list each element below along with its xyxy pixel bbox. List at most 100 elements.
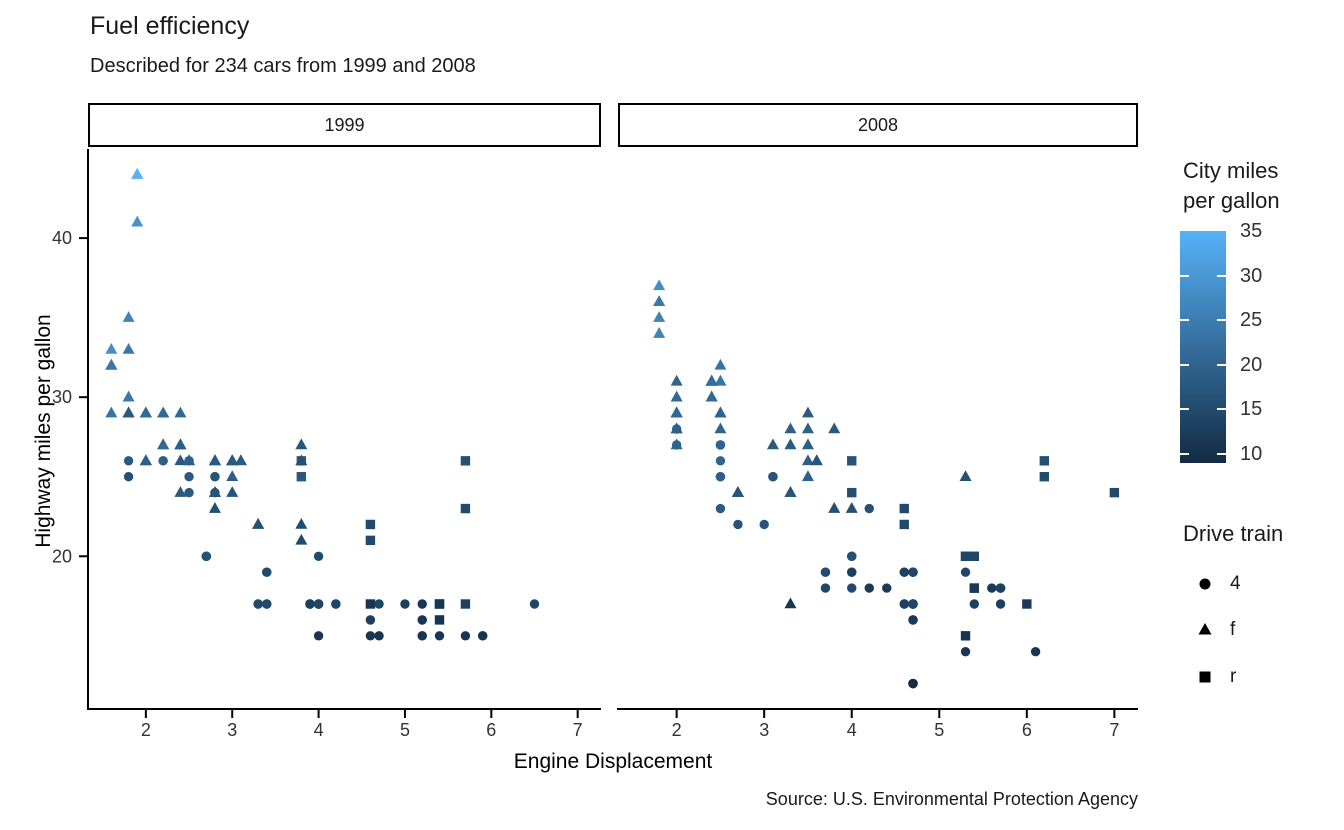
shape-legend-label: r: [1230, 666, 1237, 687]
color-legend-title: City miles per gallon: [1183, 156, 1280, 216]
data-point: [262, 599, 272, 609]
data-point: [969, 583, 979, 593]
data-point: [460, 599, 471, 609]
data-point: [295, 438, 308, 450]
data-point: [131, 167, 144, 179]
data-point: [801, 422, 814, 434]
data-point: [899, 503, 909, 514]
colorbar-tick-mark: [1217, 274, 1226, 277]
data-point: [714, 422, 727, 434]
x-tick-label: 6: [486, 720, 496, 740]
y-tick-label: 40: [52, 228, 72, 248]
facet-strip-label: 2008: [857, 114, 899, 135]
data-point: [374, 599, 384, 609]
data-point: [847, 551, 857, 561]
data-point: [960, 631, 971, 641]
colorbar-tick-mark: [1217, 363, 1226, 366]
data-point: [810, 454, 823, 466]
data-point: [365, 599, 376, 609]
data-point: [864, 583, 874, 593]
data-point: [1039, 472, 1050, 482]
data-point: [234, 454, 247, 466]
data-point: [400, 599, 410, 609]
data-point: [226, 486, 239, 497]
data-point: [123, 456, 134, 466]
x-tick-label: 2: [672, 720, 682, 740]
data-point: [653, 327, 666, 338]
data-point: [828, 502, 841, 513]
data-point: [784, 422, 797, 434]
data-point: [1109, 487, 1120, 498]
data-point: [262, 567, 272, 577]
data-point: [801, 470, 814, 482]
y-tick-label: 20: [52, 546, 72, 566]
circle-mark-icon: [1190, 569, 1220, 599]
source-caption: Source: U.S. Environmental Protection Ag…: [765, 789, 1138, 809]
data-point: [157, 438, 170, 450]
data-point: [139, 454, 152, 466]
square-mark-icon: [1190, 662, 1220, 692]
data-point: [653, 279, 666, 291]
triangle-mark-icon: [1190, 615, 1220, 645]
data-point: [733, 519, 743, 530]
color-gradient-bar: [1180, 231, 1226, 463]
data-point: [122, 342, 135, 354]
data-point: [417, 631, 427, 641]
data-point: [987, 583, 997, 593]
data-point: [184, 487, 194, 498]
colorbar-tick-mark: [1180, 363, 1189, 366]
data-point: [295, 517, 308, 529]
data-point: [908, 599, 918, 609]
data-point: [959, 470, 972, 482]
data-point: [226, 470, 239, 482]
data-point: [801, 438, 814, 450]
data-point: [201, 551, 212, 561]
colorbar-tick-label: 10: [1240, 443, 1263, 465]
data-point: [365, 631, 376, 641]
data-point: [477, 631, 488, 641]
data-point: [960, 567, 971, 577]
data-point: [105, 342, 118, 354]
data-point: [131, 215, 144, 227]
data-point: [305, 599, 315, 609]
x-tick-label: 5: [934, 720, 944, 740]
data-point: [670, 390, 683, 402]
data-point: [208, 502, 221, 513]
data-point: [715, 472, 726, 482]
colorbar-tick-label: 15: [1240, 398, 1263, 420]
data-point: [158, 456, 168, 466]
x-tick-label: 7: [573, 720, 583, 740]
y-tick-label: 30: [52, 387, 72, 407]
data-point: [1030, 647, 1041, 657]
data-point: [670, 406, 683, 418]
data-point: [184, 456, 194, 466]
data-point: [715, 456, 726, 466]
shape-legend-label: 4: [1230, 573, 1241, 594]
data-point: [714, 374, 727, 386]
data-point: [766, 438, 779, 450]
data-point: [995, 583, 1006, 593]
data-point: [820, 567, 831, 577]
data-point: [705, 374, 718, 386]
x-tick-label: 2: [141, 720, 151, 740]
data-point: [714, 406, 727, 418]
data-point: [995, 599, 1006, 609]
data-point: [434, 615, 445, 625]
data-point: [210, 472, 220, 482]
data-point: [365, 519, 376, 530]
data-point: [899, 519, 909, 530]
data-point: [784, 486, 797, 497]
colorbar-tick-mark: [1217, 408, 1226, 411]
data-point: [784, 438, 797, 450]
facet-strip-1999: 1999: [88, 103, 601, 147]
data-point: [801, 454, 814, 466]
data-point: [960, 551, 971, 561]
data-point: [784, 597, 797, 609]
data-point: [174, 438, 187, 450]
shape-legend-label: f: [1230, 619, 1236, 640]
x-tick-label: 3: [227, 720, 237, 740]
data-point: [174, 486, 187, 497]
data-point: [899, 567, 909, 577]
data-point: [969, 551, 979, 561]
